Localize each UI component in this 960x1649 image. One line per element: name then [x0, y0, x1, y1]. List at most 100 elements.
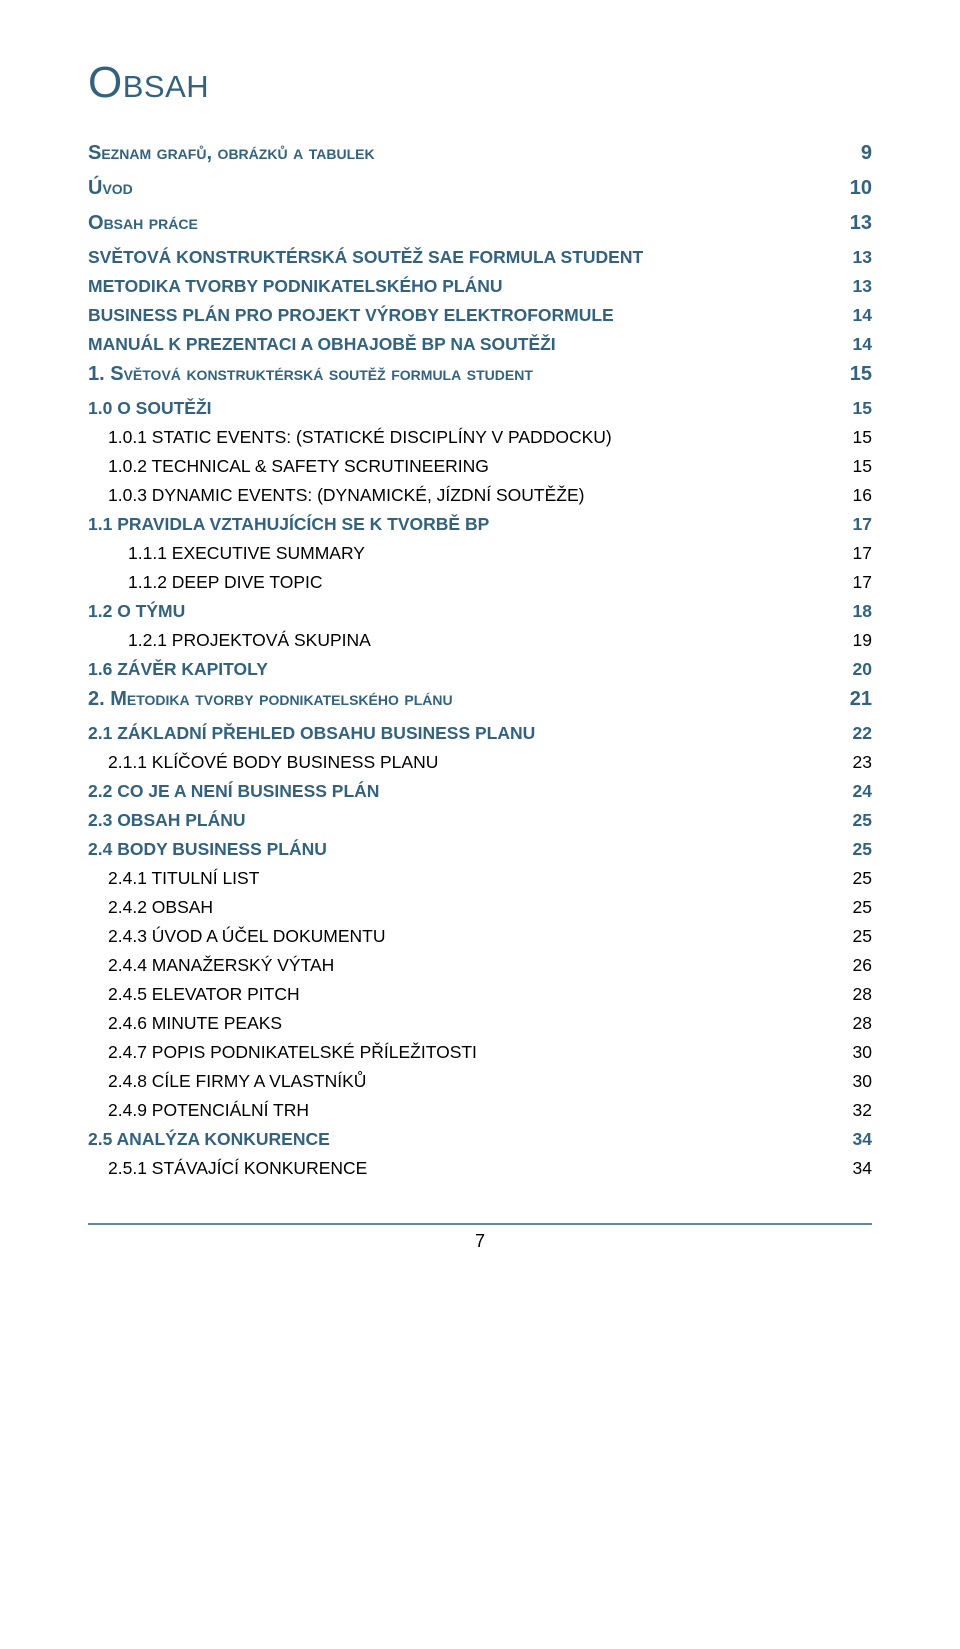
toc-entry-label: 2.1.1 KLÍČOVÉ BODY BUSINESS PLANU [108, 752, 842, 773]
toc-entry-page: 15 [842, 456, 872, 477]
toc-entry-label: 2.3 OBSAH PLÁNU [88, 810, 842, 831]
toc-entry-page: 16 [842, 485, 872, 506]
toc-entry-page: 25 [842, 926, 872, 947]
toc-entry: 2.4.6 MINUTE PEAKS28 [88, 1013, 872, 1034]
toc-entry: Úvod10 [88, 177, 872, 200]
toc-entry-page: 28 [842, 984, 872, 1005]
toc-entry-page: 34 [842, 1158, 872, 1179]
toc-entry-label: 2.4.5 ELEVATOR PITCH [108, 984, 842, 1005]
toc-entry-label: 2.4.9 POTENCIÁLNÍ TRH [108, 1100, 842, 1121]
toc-entry: 2.4.9 POTENCIÁLNÍ TRH32 [88, 1100, 872, 1121]
toc-entry-label: 2.4.1 TITULNÍ LIST [108, 868, 842, 889]
toc-entry-label-rest: bsah práce [104, 212, 198, 234]
toc-entry: 1. Světová konstruktérská soutěž Formula… [88, 363, 872, 386]
toc-entry: 2.4.3 ÚVOD A ÚČEL DOKUMENTU25 [88, 926, 872, 947]
toc-entry: 2. Metodika tvorby Podnikatelského plánu… [88, 688, 872, 711]
toc-entry: MANUÁL K PREZENTACI A OBHAJOBĚ BP NA SOU… [88, 334, 872, 355]
toc-entry: 2.4.4 MANAŽERSKÝ VÝTAH26 [88, 955, 872, 976]
toc-entry-page: 18 [842, 601, 872, 622]
toc-entry-label: 1.0.1 STATIC EVENTS: (STATICKÉ DISCIPLÍN… [108, 427, 842, 448]
toc-entry: 2.4.2 OBSAH25 [88, 897, 872, 918]
toc-entry: 2.4.1 TITULNÍ LIST25 [88, 868, 872, 889]
toc-entry-page: 25 [842, 810, 872, 831]
toc-entry: 1.2.1 PROJEKTOVÁ SKUPINA19 [88, 630, 872, 651]
toc-entry-page: 15 [842, 427, 872, 448]
toc-entry-page: 25 [842, 868, 872, 889]
toc-entry-label: Seznam Grafů, Obrázků a Tabulek [88, 142, 842, 165]
toc-entry-label: 2.5.1 STÁVAJÍCÍ KONKURENCE [108, 1158, 842, 1179]
toc-entry-page: 14 [842, 334, 872, 355]
toc-entry-label-first: 2. M [88, 688, 127, 710]
toc-entry-label: 2.4.3 ÚVOD A ÚČEL DOKUMENTU [108, 926, 842, 947]
toc-entry-page: 15 [842, 363, 872, 386]
toc-entry-label-rest: etodika tvorby Podnikatelského plánu [127, 688, 453, 710]
toc-entry-page: 34 [842, 1129, 872, 1150]
toc-entry-label: 2.4.8 CÍLE FIRMY A VLASTNÍKŮ [108, 1071, 842, 1092]
toc-entry: Obsah práce13 [88, 212, 872, 235]
toc-entry-label: MANUÁL K PREZENTACI A OBHAJOBĚ BP NA SOU… [88, 334, 842, 355]
toc-entry-label: 2.1 ZÁKLADNÍ PŘEHLED OBSAHU BUSINESS PLA… [88, 723, 842, 744]
toc-entry-label: 2.4 BODY BUSINESS PLÁNU [88, 839, 842, 860]
toc-entry-page: 17 [842, 572, 872, 593]
toc-entry-label: 1.2.1 PROJEKTOVÁ SKUPINA [128, 630, 842, 651]
toc-entry-label: 1.0 O SOUTĚŽI [88, 398, 842, 419]
toc-entry-page: 17 [842, 543, 872, 564]
page-title-rest: bsah [123, 58, 209, 107]
toc-entry-page: 17 [842, 514, 872, 535]
toc-entry-label: 1.1.1 EXECUTIVE SUMMARY [128, 543, 842, 564]
toc-entry-label: 1.2 O TÝMU [88, 601, 842, 622]
toc-entry: 1.6 ZÁVĚR KAPITOLY20 [88, 659, 872, 680]
toc-entry-label: 2.4.7 POPIS PODNIKATELSKÉ PŘÍLEŽITOSTI [108, 1042, 842, 1063]
toc-entry: 2.5.1 STÁVAJÍCÍ KONKURENCE34 [88, 1158, 872, 1179]
toc-entry: 2.5 ANALÝZA KONKURENCE34 [88, 1129, 872, 1150]
toc-entry: 1.0.3 DYNAMIC EVENTS: (DYNAMICKÉ, JÍZDNÍ… [88, 485, 872, 506]
toc-entry: METODIKA TVORBY PODNIKATELSKÉHO PLÁNU13 [88, 276, 872, 297]
toc-entry-label: 1. Světová konstruktérská soutěž Formula… [88, 363, 842, 386]
toc-entry-page: 13 [842, 276, 872, 297]
toc-entry-label: 2.2 CO JE A NENÍ BUSINESS PLÁN [88, 781, 842, 802]
toc-entry: 2.4.7 POPIS PODNIKATELSKÉ PŘÍLEŽITOSTI30 [88, 1042, 872, 1063]
toc-entry-label: SVĚTOVÁ KONSTRUKTÉRSKÁ SOUTĚŽ SAE FORMUL… [88, 247, 842, 268]
toc-entry-label-first: 1. S [88, 363, 124, 385]
toc-entry-label-first: S [88, 142, 101, 164]
toc-entry: 2.1 ZÁKLADNÍ PŘEHLED OBSAHU BUSINESS PLA… [88, 723, 872, 744]
toc-entry: 2.1.1 KLÍČOVÉ BODY BUSINESS PLANU23 [88, 752, 872, 773]
page-number: 7 [88, 1231, 872, 1252]
table-of-contents: Seznam Grafů, Obrázků a Tabulek9Úvod10Ob… [88, 142, 872, 1179]
toc-entry: BUSINESS PLÁN PRO PROJEKT VÝROBY ELEKTRO… [88, 305, 872, 326]
toc-entry-page: 13 [842, 212, 872, 235]
toc-entry-page: 10 [842, 177, 872, 200]
toc-entry-label: 2.5 ANALÝZA KONKURENCE [88, 1129, 842, 1150]
toc-entry: 1.2 O TÝMU18 [88, 601, 872, 622]
toc-entry-label-rest: eznam Grafů, Obrázků a Tabulek [101, 142, 374, 164]
toc-entry-page: 26 [842, 955, 872, 976]
toc-entry-label-rest: vod [102, 177, 132, 199]
toc-entry: 1.1.2 DEEP DIVE TOPIC17 [88, 572, 872, 593]
page-title-first: O [88, 58, 123, 107]
toc-entry-page: 24 [842, 781, 872, 802]
toc-entry-page: 15 [842, 398, 872, 419]
toc-entry-page: 22 [842, 723, 872, 744]
toc-entry-label: 2. Metodika tvorby Podnikatelského plánu [88, 688, 842, 711]
toc-entry: SVĚTOVÁ KONSTRUKTÉRSKÁ SOUTĚŽ SAE FORMUL… [88, 247, 872, 268]
toc-entry-page: 23 [842, 752, 872, 773]
footer-rule [88, 1223, 872, 1225]
toc-entry-label: 1.1.2 DEEP DIVE TOPIC [128, 572, 842, 593]
toc-entry-page: 14 [842, 305, 872, 326]
page-title: Obsah [88, 58, 872, 108]
toc-entry: 2.4.5 ELEVATOR PITCH28 [88, 984, 872, 1005]
toc-entry: 1.0 O SOUTĚŽI15 [88, 398, 872, 419]
toc-entry: 2.4.8 CÍLE FIRMY A VLASTNÍKŮ30 [88, 1071, 872, 1092]
toc-entry-label: 1.1 PRAVIDLA VZTAHUJÍCÍCH SE K TVORBĚ BP [88, 514, 842, 535]
toc-entry-label: Úvod [88, 177, 842, 200]
toc-entry-label: 1.0.3 DYNAMIC EVENTS: (DYNAMICKÉ, JÍZDNÍ… [108, 485, 842, 506]
toc-entry-label-rest: větová konstruktérská soutěž Formula Stu… [124, 363, 533, 385]
toc-entry-label: BUSINESS PLÁN PRO PROJEKT VÝROBY ELEKTRO… [88, 305, 842, 326]
toc-entry: 1.1 PRAVIDLA VZTAHUJÍCÍCH SE K TVORBĚ BP… [88, 514, 872, 535]
toc-entry-label-first: Ú [88, 177, 102, 199]
toc-entry-label-first: O [88, 212, 104, 234]
toc-entry: 1.0.1 STATIC EVENTS: (STATICKÉ DISCIPLÍN… [88, 427, 872, 448]
toc-entry-label: Obsah práce [88, 212, 842, 235]
toc-entry: 1.0.2 TECHNICAL & SAFETY SCRUTINEERING15 [88, 456, 872, 477]
toc-entry-label: 1.0.2 TECHNICAL & SAFETY SCRUTINEERING [108, 456, 842, 477]
